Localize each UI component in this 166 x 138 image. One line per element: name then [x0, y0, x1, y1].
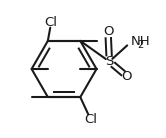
Text: S: S	[105, 55, 114, 68]
Text: O: O	[122, 70, 132, 83]
Text: 2: 2	[138, 40, 144, 50]
Text: Cl: Cl	[84, 112, 97, 126]
Text: NH: NH	[131, 35, 151, 48]
Text: Cl: Cl	[45, 16, 58, 29]
Text: O: O	[103, 25, 113, 38]
